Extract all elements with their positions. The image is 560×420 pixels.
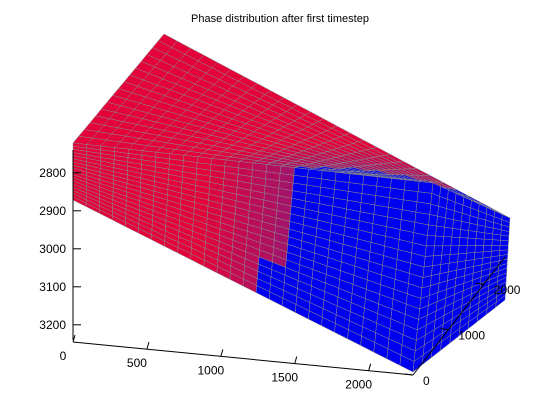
grid-cell: [491, 245, 501, 252]
x-tick-label: 0: [60, 349, 67, 363]
z-tick-label: 2800: [39, 166, 66, 180]
x-tick: [294, 356, 298, 364]
top-face: [72, 33, 511, 219]
grid-cell: [432, 254, 443, 266]
grid-cell: [458, 237, 469, 246]
x-tick: [72, 334, 76, 343]
grid-cell: [483, 238, 493, 246]
grid-cell: [451, 228, 461, 238]
grid-cell: [434, 235, 444, 247]
grid-cell: [426, 235, 436, 247]
grid-cell: [450, 236, 461, 247]
grid-cell: [444, 217, 454, 229]
grid-cell: [417, 181, 434, 194]
y-tick-label: 1000: [458, 329, 485, 343]
x-tick-label: 500: [127, 356, 147, 370]
x-tick: [220, 349, 224, 357]
y-tick-label: 2000: [494, 283, 521, 297]
grid-cell: [443, 226, 453, 238]
grid-cell: [440, 254, 451, 265]
grid-cell: [474, 245, 484, 253]
grid-cell: [428, 214, 438, 227]
grid-cell: [452, 219, 462, 230]
grid-cell: [495, 294, 506, 308]
grid-cell: [459, 229, 469, 239]
axes: 2800 2900 3000 3100 3200 0 500 1000 1500 2000 0 100…: [39, 150, 521, 392]
x-tick-label: 2000: [345, 378, 372, 392]
y-tick-label: 0: [423, 374, 430, 388]
grid-cell: [491, 239, 501, 246]
z-tick-label: 2900: [39, 204, 66, 218]
grid-cell: [492, 233, 502, 241]
grid-cell: [435, 225, 445, 237]
grid-cell: [484, 232, 494, 240]
grid-cell: [436, 215, 446, 228]
grid-cell: [460, 221, 470, 231]
x-tick: [146, 342, 150, 350]
grid-cell: [475, 238, 485, 246]
y-tick: [475, 282, 484, 285]
grid-cell: [429, 203, 439, 217]
y-tick: [440, 328, 449, 331]
x-tick-label: 1000: [197, 363, 224, 377]
right-face: [412, 182, 511, 373]
grid-cell: [427, 224, 437, 237]
grid-cell: [467, 237, 477, 246]
grid-cell: [458, 245, 468, 255]
grid-cell: [482, 245, 493, 253]
y-axis-line: [412, 256, 506, 376]
grid-cell: [442, 236, 453, 247]
front-face: [72, 142, 434, 373]
reservoir-grid: [72, 33, 511, 373]
grid-cell: [500, 234, 510, 242]
grid-cell: [437, 205, 447, 219]
chart-title: Phase distribution after first timestep: [191, 13, 369, 25]
grid-cell: [467, 230, 478, 239]
grid-cell: [475, 231, 486, 240]
grid-cell: [468, 222, 478, 232]
x-tick: [368, 363, 372, 371]
x-axis-line: [72, 341, 414, 376]
grid-cell: [423, 255, 434, 268]
z-tick-label: 3100: [39, 280, 66, 294]
grid-cell: [404, 179, 420, 192]
grid-cell: [466, 245, 476, 254]
z-tick-label: 3200: [39, 318, 66, 332]
grid-cell: [433, 245, 443, 257]
grid-cell: [441, 245, 452, 256]
z-tick-label: 3000: [39, 242, 66, 256]
grid-cell: [499, 240, 509, 246]
grid-cell: [449, 245, 460, 255]
grid-cell: [448, 253, 459, 264]
grid-cell: [424, 245, 435, 257]
x-tick-label: 1500: [271, 371, 298, 385]
y-tick: [404, 373, 414, 376]
